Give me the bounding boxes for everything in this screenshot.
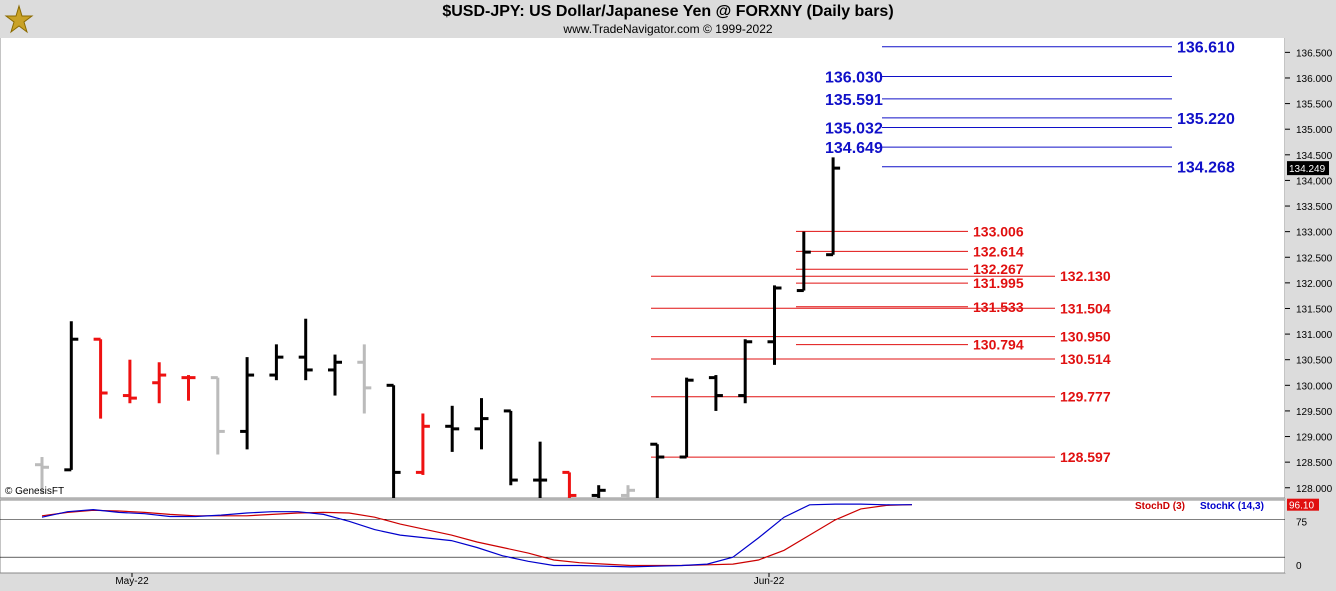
chart-subtitle: www.TradeNavigator.com © 1999-2022 bbox=[563, 22, 773, 36]
y-tick-label: 129.000 bbox=[1296, 433, 1333, 444]
level-lines: 136.610 136.030 135.591 135.220 135.032 134.6… bbox=[651, 40, 1235, 465]
y-tick-label: 135.500 bbox=[1296, 100, 1333, 111]
chart-header: $USD-JPY: US Dollar/Japanese Yen @ FORXN… bbox=[0, 0, 1336, 38]
y-tick-label: 132.500 bbox=[1296, 253, 1333, 264]
level-label: 132.267 bbox=[973, 261, 1024, 277]
y-tick-label: 132.000 bbox=[1296, 279, 1333, 290]
price-axis-ticks: 128.000 128.500 129.000 129.500 130.000 130.5… bbox=[1285, 48, 1333, 495]
y-tick-label: 134.000 bbox=[1296, 176, 1333, 187]
x-axis: May-22 Jun-22 bbox=[115, 573, 785, 587]
stoch-legend-label: StochD (3) bbox=[1135, 501, 1185, 512]
last-price-box bbox=[1287, 161, 1329, 176]
chart-title: $USD-JPY: US Dollar/Japanese Yen @ FORXN… bbox=[442, 3, 894, 20]
y-tick-label: 130.500 bbox=[1296, 356, 1333, 367]
stochastic-lines: StochD (3) StochK (14,3) bbox=[0, 501, 1285, 568]
stochastic-axis-ticks: 96.10 75 0 bbox=[1287, 498, 1319, 572]
stoch-y-tick-label: 0 bbox=[1296, 561, 1302, 572]
x-tick-label: Jun-22 bbox=[754, 576, 785, 587]
y-tick-label: 130.000 bbox=[1296, 381, 1333, 392]
level-label: 131.995 bbox=[973, 275, 1024, 291]
price-panel bbox=[0, 36, 1286, 499]
watermark: © GenesisFT bbox=[5, 486, 64, 497]
level-label: 135.591 bbox=[825, 92, 883, 109]
stoch-series-line bbox=[41, 503, 913, 568]
price-bars bbox=[35, 157, 841, 498]
x-tick-label: May-22 bbox=[115, 576, 149, 587]
y-tick-label: 131.000 bbox=[1296, 330, 1333, 341]
last-price-marker: 134.249 bbox=[1287, 161, 1329, 176]
level-label: 133.006 bbox=[973, 223, 1024, 239]
y-tick-label: 131.500 bbox=[1296, 304, 1333, 315]
level-label: 135.220 bbox=[1177, 111, 1235, 128]
stoch-legend-label: StochK (14,3) bbox=[1200, 501, 1264, 512]
level-label: 131.533 bbox=[973, 299, 1024, 315]
y-tick-label: 134.500 bbox=[1296, 151, 1333, 162]
y-tick-label: 136.000 bbox=[1296, 74, 1333, 85]
level-label: 130.794 bbox=[973, 337, 1024, 353]
level-label: 135.032 bbox=[825, 121, 883, 138]
y-tick-label: 133.000 bbox=[1296, 228, 1333, 239]
stoch-last-label: 96.10 bbox=[1289, 501, 1314, 512]
y-tick-label: 136.500 bbox=[1296, 48, 1333, 59]
level-label: 132.130 bbox=[1060, 268, 1111, 284]
level-label: 134.649 bbox=[825, 140, 883, 157]
y-tick-label: 128.500 bbox=[1296, 458, 1333, 469]
y-tick-label: 128.000 bbox=[1296, 484, 1333, 495]
price-axis bbox=[1285, 37, 1336, 498]
level-label: 136.610 bbox=[1177, 40, 1235, 57]
stoch-y-tick-label: 75 bbox=[1296, 517, 1308, 528]
level-label: 134.268 bbox=[1177, 160, 1235, 177]
golden-bull-logo-icon bbox=[4, 4, 34, 34]
level-label: 130.514 bbox=[1060, 351, 1111, 367]
y-tick-label: 129.500 bbox=[1296, 407, 1333, 418]
stoch-last-box bbox=[1287, 498, 1319, 511]
level-label: 136.030 bbox=[825, 69, 883, 86]
level-label: 128.597 bbox=[1060, 449, 1111, 465]
level-label: 131.504 bbox=[1060, 300, 1111, 316]
stoch-series-line bbox=[41, 504, 913, 567]
last-price-label: 134.249 bbox=[1289, 164, 1326, 175]
y-tick-label: 135.000 bbox=[1296, 125, 1333, 136]
stoch-panel bbox=[0, 499, 1286, 574]
level-label: 129.777 bbox=[1060, 389, 1111, 405]
y-tick-label: 133.500 bbox=[1296, 202, 1333, 213]
level-label: 132.614 bbox=[973, 243, 1024, 259]
stoch-axis bbox=[1285, 500, 1336, 573]
level-label: 130.950 bbox=[1060, 329, 1111, 345]
